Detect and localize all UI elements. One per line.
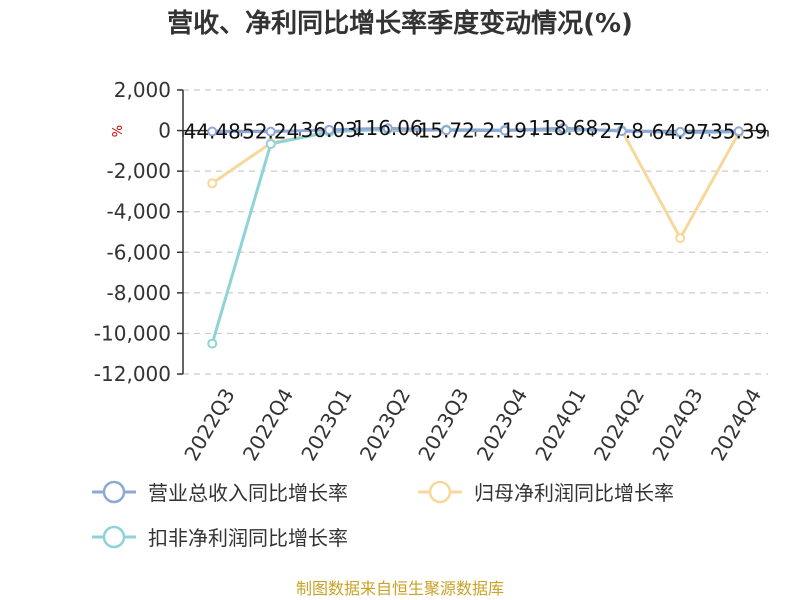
x-tick-label: 2024Q4	[706, 384, 766, 465]
series-point-2	[207, 338, 218, 349]
x-tick-label: 2023Q3	[413, 384, 473, 465]
data-label: 52.24	[242, 120, 299, 144]
grid-lines	[183, 89, 768, 375]
series-point-0	[324, 124, 335, 135]
series-point-0	[207, 126, 218, 137]
x-tick-label: 2023Q4	[472, 384, 532, 465]
y-axis-ticks: 2,000 0 -2,000 -4,000 -6,000 -8,000 -10,000 -12…	[94, 78, 183, 386]
legend-label: 扣非净利润同比增长率	[148, 526, 348, 550]
series-point-0	[441, 125, 452, 136]
x-tick-label: 2024Q3	[647, 384, 707, 465]
legend-marker	[102, 480, 126, 504]
series-point-1	[207, 178, 218, 189]
series-point-1	[675, 233, 686, 244]
x-axis-ticks: 2022Q32022Q42023Q12023Q22023Q32023Q42024…	[179, 130, 769, 465]
legend-marker	[428, 480, 452, 504]
x-tick-label: 2024Q2	[589, 384, 649, 465]
legend-marker	[102, 525, 126, 549]
x-tick-label: 2023Q2	[355, 384, 415, 465]
y-tick-label: -8,000	[107, 281, 171, 305]
series-point-0	[733, 126, 744, 137]
data-label: 35.39	[710, 119, 767, 143]
data-label: 118.68	[528, 116, 598, 140]
y-tick-label: 2,000	[114, 78, 171, 102]
series-point-0	[265, 126, 276, 137]
y-tick-label: -2,000	[107, 159, 171, 183]
x-tick-label: 2024Q1	[530, 384, 590, 465]
data-label: 44.48	[184, 119, 241, 143]
series-point-0	[616, 126, 627, 137]
series-points	[207, 123, 744, 349]
data-label: 116.06	[353, 116, 423, 140]
chart-title: 营收、净利同比增长率季度变动情况(%)	[167, 8, 633, 39]
x-tick-label: 2022Q4	[238, 384, 298, 465]
data-label: 27.8	[599, 119, 644, 143]
y-tick-label: -10,000	[94, 321, 171, 345]
source-note: 制图数据来自恒生聚源数据库	[296, 579, 504, 598]
data-label: 64.97	[652, 120, 709, 144]
data-label: 36.03	[301, 118, 358, 142]
series-line-2	[210, 127, 739, 344]
legend-label: 归母净利润同比增长率	[474, 481, 674, 505]
series-point-0	[499, 125, 510, 136]
data-label: 2.19	[482, 119, 527, 143]
y-unit-label: %	[111, 125, 126, 137]
series-point-0	[675, 126, 686, 137]
series-line-1	[211, 127, 741, 240]
x-tick-label: 2022Q3	[179, 384, 239, 465]
data-label: 15.72	[418, 118, 475, 142]
series-point-0	[382, 123, 393, 134]
y-tick-label: -6,000	[107, 240, 171, 264]
x-tick-label: 2023Q1	[296, 384, 356, 465]
series-point-2	[265, 138, 276, 149]
series-point-0	[558, 123, 569, 134]
series-lines	[210, 126, 741, 344]
y-tick-label: 0	[158, 119, 171, 143]
y-tick-label: -12,000	[94, 362, 171, 386]
legend-label: 营业总收入同比增长率	[148, 481, 348, 505]
y-tick-label: -4,000	[107, 200, 171, 224]
series-line-0	[212, 126, 739, 134]
